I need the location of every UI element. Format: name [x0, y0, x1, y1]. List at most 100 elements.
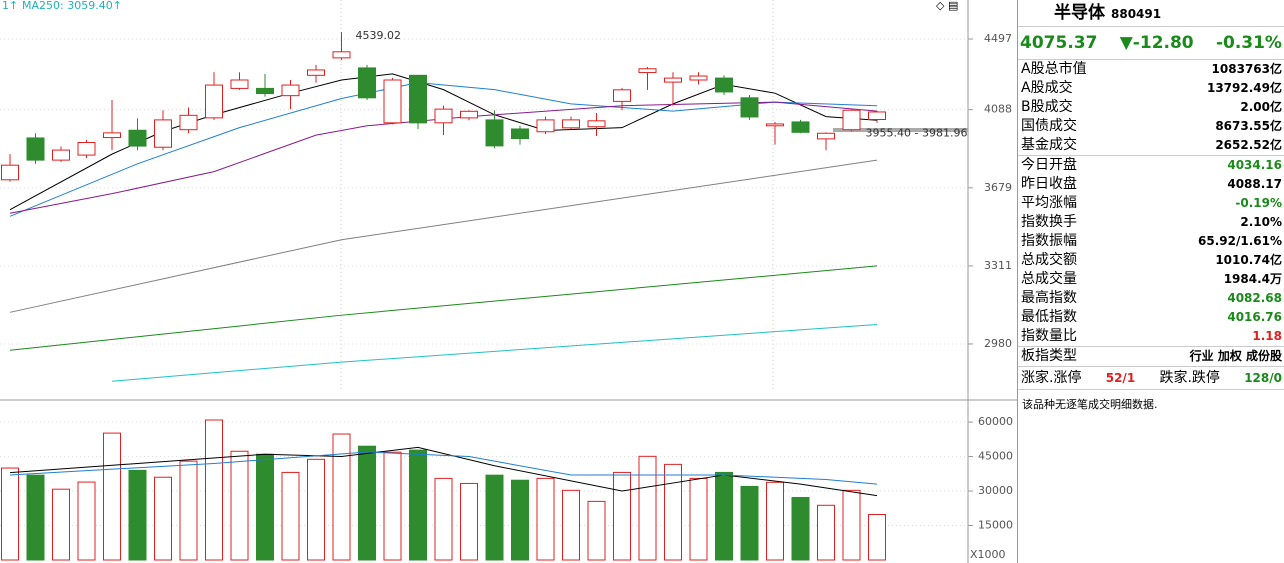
volume-bar [409, 449, 427, 561]
volume-bar [638, 455, 657, 561]
candle-body [332, 51, 351, 59]
candle-body [536, 119, 555, 133]
candle-body [638, 68, 657, 74]
y-tick-label: 4497 [984, 32, 1012, 45]
info-row: 昨日收盘 4088.17 [1018, 175, 1284, 194]
candle-body [766, 123, 784, 127]
volume-bar [434, 477, 453, 561]
change-pct: -0.31% [1215, 33, 1282, 53]
candle-body [664, 77, 682, 83]
price: 4075.37 [1020, 33, 1098, 53]
panel-header: 半导体 880491 [1018, 0, 1284, 27]
info-row: 指数换手 2.10% [1018, 213, 1284, 232]
volume-bar [179, 460, 198, 561]
volume-bar [689, 477, 708, 561]
row-label: 平均涨幅 [1021, 195, 1077, 211]
row-label: 指数振幅 [1021, 233, 1077, 249]
limit-item: 涨家.涨停 [1021, 370, 1082, 386]
info-row: 今日开盘 4034.16 [1018, 155, 1284, 175]
candle-body [613, 89, 631, 102]
volume-bar [256, 453, 274, 561]
ma-line [9, 446, 878, 497]
volume-bar [536, 477, 555, 561]
y-tick-label: 60000 [978, 415, 1013, 428]
candle-body [817, 132, 835, 140]
row-value: 2.00亿 [1240, 100, 1282, 114]
row-label: 总成交量 [1021, 271, 1077, 287]
ma-line [9, 82, 878, 217]
volume-bar [791, 496, 810, 561]
row-value: 2.10% [1240, 215, 1282, 229]
candle-body [485, 119, 504, 147]
row-value: 13792.49亿 [1206, 81, 1282, 95]
volume-bar [383, 451, 402, 561]
volume-bar [511, 479, 529, 561]
info-row: 板指类型 行业 加权 成份股 [1018, 346, 1284, 366]
price-line: 4075.37 ▼-12.80 -0.31% [1018, 27, 1284, 60]
volume-bar [154, 476, 172, 561]
volume-bar [460, 482, 478, 561]
y-tick-label: 3311 [984, 259, 1012, 272]
ma-line [9, 451, 878, 485]
candle-body [842, 109, 861, 131]
volume-bar [358, 445, 376, 561]
change: ▼-12.80 [1119, 33, 1194, 53]
candle-body [562, 119, 580, 129]
icon[interactable]: ◇ ▤ [936, 0, 958, 12]
volume-bar [664, 463, 682, 561]
volume-bar [1, 467, 19, 561]
y-tick-label: 2980 [984, 337, 1012, 350]
candle-body [128, 129, 147, 147]
axis-label: X1000 [970, 548, 1006, 561]
candle-body [307, 69, 325, 76]
candle-body [52, 149, 70, 161]
candle-body [409, 74, 427, 124]
row-value: -0.19% [1235, 196, 1282, 210]
row-label: A股成交 [1021, 80, 1073, 96]
volume-bar [613, 471, 631, 561]
limit-item: 128/0 [1244, 371, 1282, 385]
candle-body [1, 164, 19, 181]
y-tick-label: 4088 [984, 103, 1012, 116]
row-label: 国债成交 [1021, 118, 1077, 134]
candle-body [587, 120, 606, 128]
candle-body [103, 132, 121, 139]
candle-body [434, 108, 453, 124]
volume-bar [562, 489, 580, 561]
row-label: 指数量比 [1021, 328, 1077, 344]
info-row: 基金成交 2652.52亿 [1018, 136, 1284, 155]
row-label: A股总市值 [1021, 61, 1087, 77]
candle-body [179, 114, 198, 131]
ma-line [9, 101, 878, 214]
y-tick-label: 30000 [978, 484, 1013, 497]
volume-bar [77, 481, 96, 561]
volume-bar [817, 504, 835, 561]
volume-bar [766, 481, 784, 561]
row-label: 总成交额 [1021, 252, 1077, 268]
legend-text: 1↑ [2, 0, 18, 12]
limit-item: 52/1 [1105, 371, 1136, 385]
volume-bar [485, 474, 504, 561]
candle-body [256, 87, 274, 95]
candle-body [26, 137, 45, 161]
candle-body [715, 77, 733, 93]
row-label: 基金成交 [1021, 137, 1077, 153]
info-row: 总成交量 1984.4万 [1018, 270, 1284, 289]
volume-bar [52, 488, 70, 561]
candle-body [511, 128, 529, 140]
row-label: 指数换手 [1021, 214, 1077, 230]
candle-body [205, 84, 223, 119]
y-tick-label: 45000 [978, 450, 1013, 463]
row-label: 最低指数 [1021, 309, 1077, 325]
volume-bar [128, 469, 147, 561]
row-value: 1.18 [1252, 329, 1282, 343]
row-value: 1083763亿 [1211, 62, 1282, 76]
y-tick-label: 3679 [984, 181, 1012, 194]
info-row: A股总市值 1083763亿 [1018, 60, 1284, 79]
annotation: 3955.40 - 3981.96 [866, 126, 968, 139]
index-code: 880491 [1111, 7, 1162, 21]
row-value: 2652.52亿 [1215, 138, 1282, 152]
row-value: 4088.17 [1227, 177, 1282, 191]
candle-body [281, 84, 300, 97]
